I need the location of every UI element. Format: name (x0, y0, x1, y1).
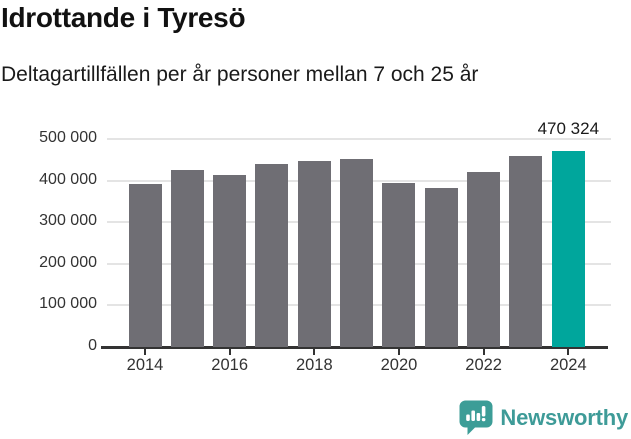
bar-2022 (467, 172, 501, 347)
x-axis-tick (567, 349, 570, 355)
bar-2018 (297, 161, 331, 347)
bar-2019 (340, 158, 374, 347)
chart-subtitle: Deltagartillfällen per år personer mella… (1, 63, 479, 86)
x-axis-tick (313, 349, 316, 355)
bar-2016 (213, 174, 247, 347)
bar-2024 (551, 151, 585, 347)
newsworthy-wordmark: Newsworthy (500, 404, 628, 430)
y-axis-tick-label: 200 000 (39, 253, 97, 271)
x-axis-tick-label: 2020 (380, 356, 418, 374)
x-axis-tick-label: 2024 (549, 356, 587, 374)
x-axis-tick-label: 2018 (295, 356, 333, 374)
newsworthy-logo[interactable]: Newsworthy (459, 400, 628, 435)
x-axis-tick (482, 349, 485, 355)
bar-2023 (509, 156, 543, 347)
newsworthy-bubble-chart-icon (459, 400, 493, 435)
x-axis-tick-label: 2016 (211, 356, 249, 374)
chart-title: Idrottande i Tyresö (1, 2, 246, 33)
y-axis: 500 000 400 000 300 000 200 000 100 000 0 (0, 0, 97, 439)
x-axis-tick (144, 349, 146, 355)
y-axis-tick-label: 0 (88, 337, 97, 354)
y-axis-tick-label: 300 000 (39, 212, 97, 230)
bar-2014 (128, 183, 162, 347)
x-axis-line (101, 346, 608, 349)
data-label: 470 324 (537, 119, 600, 139)
bar-2017 (255, 163, 289, 347)
x-axis-tick-label: 2014 (126, 356, 164, 374)
x-axis-tick (228, 349, 231, 355)
y-axis-tick-label: 400 000 (39, 170, 97, 188)
bar-2015 (170, 169, 204, 347)
y-axis-tick-label: 100 000 (39, 295, 97, 313)
bar-2020 (382, 183, 416, 347)
bar-2021 (424, 187, 458, 347)
x-axis-tick (397, 349, 400, 355)
x-axis-tick-label: 2022 (465, 356, 502, 374)
plot-area: 470 324 (101, 119, 611, 355)
y-axis-tick-label: 500 000 (39, 129, 97, 146)
gridline (107, 138, 611, 140)
